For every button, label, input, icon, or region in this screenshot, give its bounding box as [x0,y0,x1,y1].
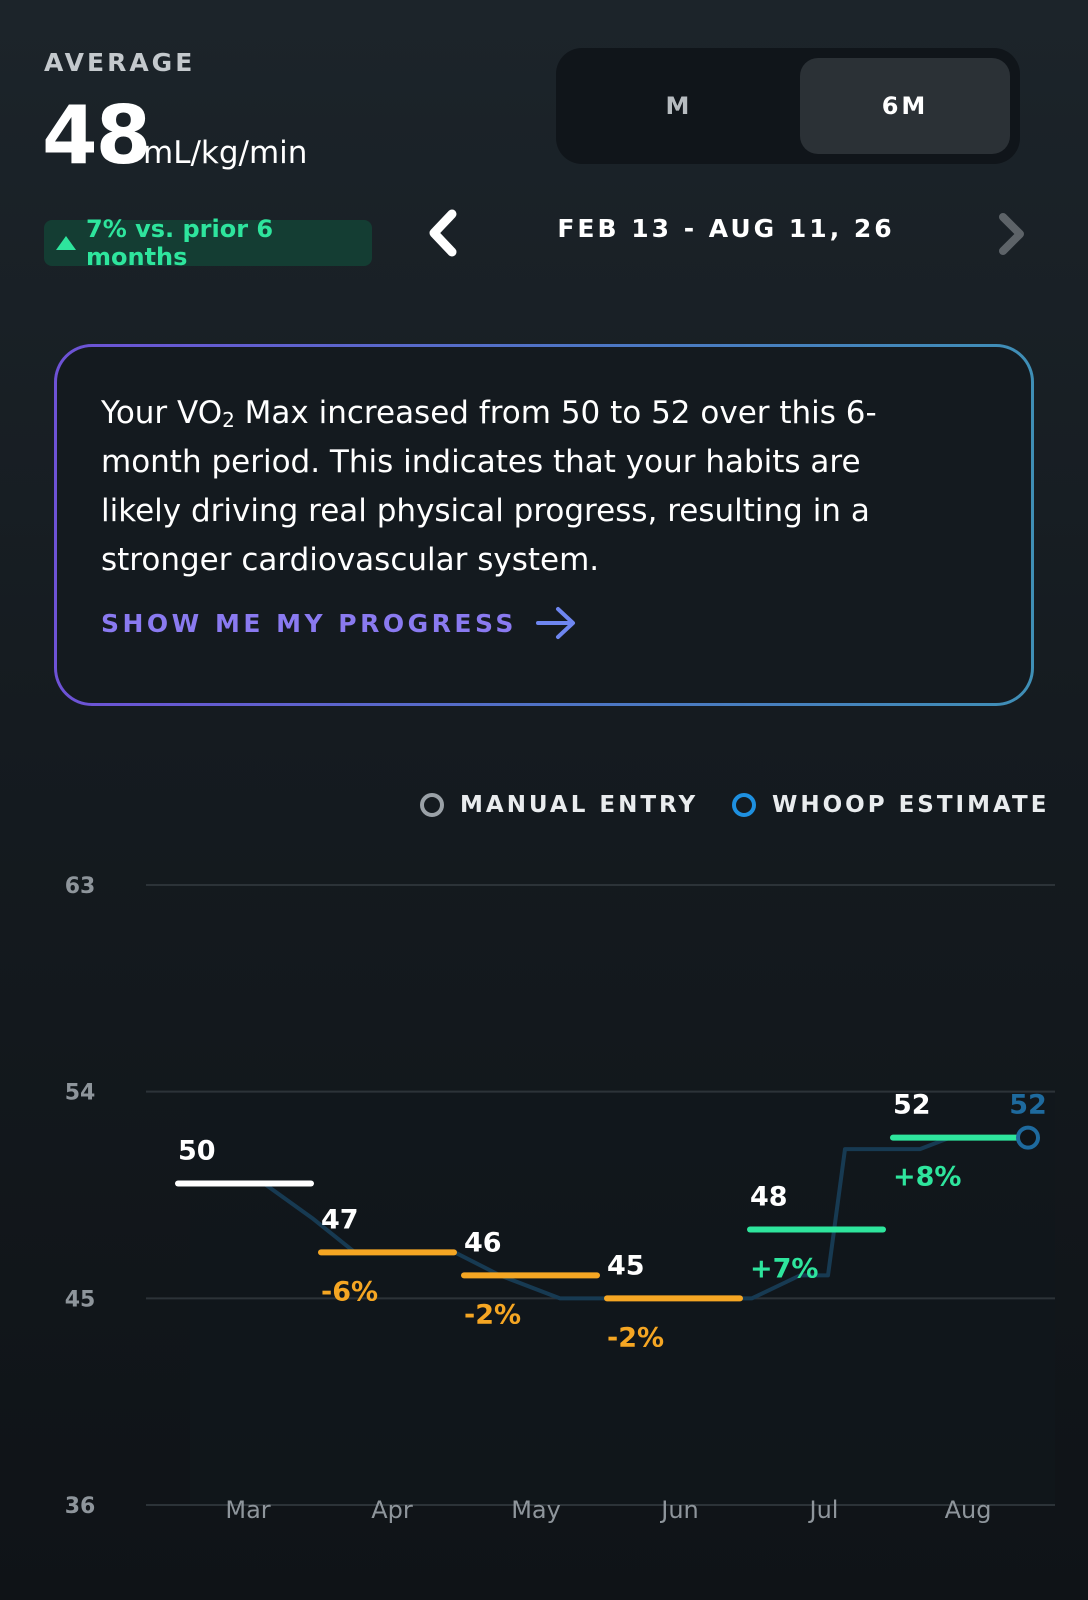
x-tick-label: Mar [225,1496,270,1524]
y-tick-label: 36 [65,1494,96,1519]
date-range-label: FEB 13 - AUG 11, 26 [557,214,895,243]
monthly-average-value: 45 [607,1250,645,1281]
range-option-month[interactable]: M [665,92,693,120]
monthly-change-label: -2% [607,1322,664,1353]
y-tick-label: 45 [65,1287,96,1312]
arrow-right-icon [535,607,575,639]
monthly-change-label: -2% [464,1299,521,1330]
monthly-average-value: 52 [893,1090,931,1121]
latest-point-value: 52 [1009,1090,1047,1121]
monthly-change-label: +7% [750,1253,818,1284]
y-tick-label: 54 [65,1081,96,1106]
chevron-right-icon [999,213,1024,255]
legend-manual-label: MANUAL ENTRY [460,792,699,818]
insight-text: Your VO2 Max increased from 50 to 52 ove… [101,395,877,578]
average-value: 48 [42,89,151,182]
average-label: AVERAGE [44,48,196,77]
x-tick-label: Jul [808,1496,839,1524]
manual-entry-marker-icon [420,793,444,817]
legend-manual-entry: MANUAL ENTRY [420,792,698,818]
range-option-6-months[interactable]: 6M [800,58,1010,154]
vo2-max-chart: 63 54 45 36 Mar Apr May Jun Jul Aug 50 47 -6% 46 -2% 45… [65,874,1055,1524]
show-progress-link[interactable]: SHOW ME MY PROGRESS [101,605,577,641]
x-tick-label: Jun [659,1496,699,1524]
trend-up-icon [56,236,76,250]
trend-badge: 7% vs. prior 6 months [44,215,372,271]
chevron-left-icon [429,209,457,257]
legend-estimate-label: WHOOP ESTIMATE [772,792,1050,818]
latest-point-marker [1016,1125,1040,1150]
monthly-average-value: 47 [321,1204,359,1235]
range-selector: M 6M [556,48,1020,164]
show-progress-label: SHOW ME MY PROGRESS [101,608,517,638]
average-unit: mL/kg/min [143,135,308,171]
x-tick-label: May [511,1496,561,1524]
monthly-average-value: 46 [464,1227,502,1258]
trend-badge-text: 7% vs. prior 6 months [86,215,274,271]
monthly-average-value: 48 [750,1181,788,1212]
monthly-average-value: 50 [178,1136,216,1167]
legend-whoop-estimate: WHOOP ESTIMATE [732,792,1049,818]
x-tick-label: Apr [371,1496,413,1524]
x-tick-label: Aug [945,1496,992,1524]
insight-card: Your VO2 Max increased from 50 to 52 ove… [54,344,1034,706]
monthly-change-label: +8% [893,1162,961,1193]
next-period-button[interactable] [994,212,1028,256]
monthly-change-label: -6% [321,1276,378,1307]
y-tick-label: 63 [65,874,96,899]
whoop-estimate-marker-icon [732,793,756,817]
previous-period-button[interactable] [422,208,466,258]
